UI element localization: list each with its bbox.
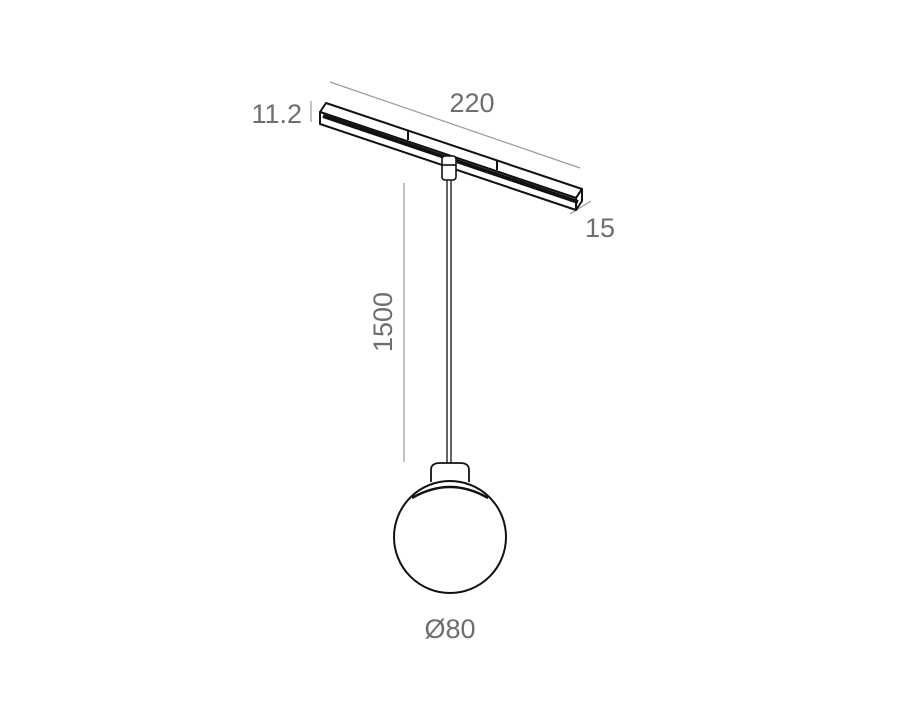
- dimension-line-length: [329, 81, 581, 169]
- suspension-cable: [446, 180, 452, 463]
- label-track-width: 15: [585, 213, 615, 243]
- dimension-line-width: [569, 200, 592, 215]
- label-cable-length: 1500: [368, 292, 398, 352]
- globe-cap: [430, 462, 470, 482]
- label-track-length: 220: [449, 88, 494, 118]
- glass-globe: [393, 480, 507, 594]
- connector: [441, 155, 457, 181]
- label-track-height: 11.2: [251, 99, 302, 129]
- label-globe-diameter: Ø80: [424, 614, 475, 644]
